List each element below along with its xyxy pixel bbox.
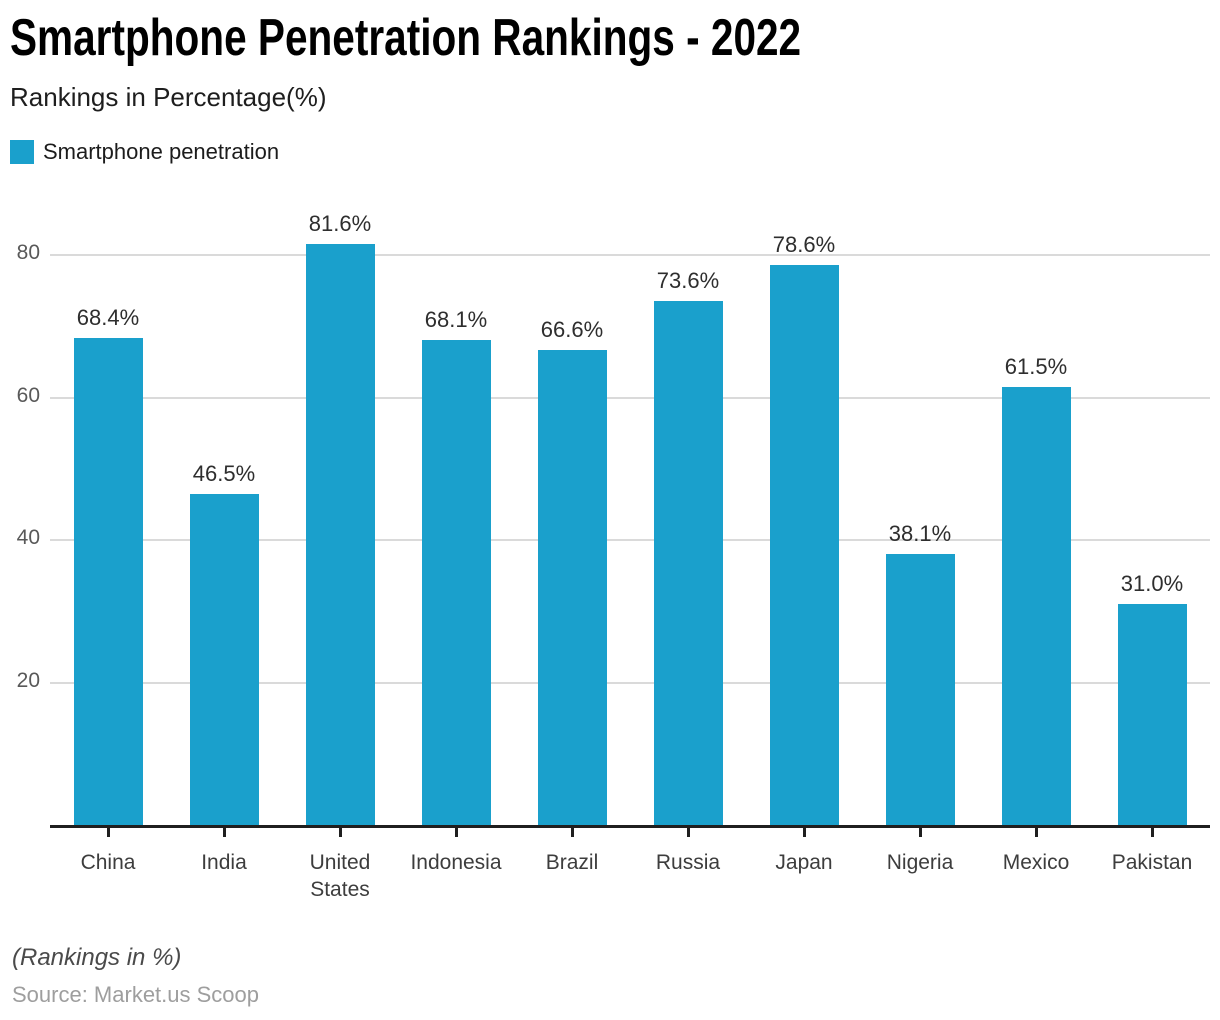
x-axis-category-label: Brazil [545,851,599,874]
x-axis-tick [1034,828,1038,837]
x-axis-tick [338,828,342,837]
x-axis-tick [802,828,806,837]
x-axis-category-label: United States [309,851,371,901]
x-axis-tick [1150,828,1154,837]
x-axis-tick [454,828,458,837]
x-axis-tick [222,828,226,837]
bar-japan [769,264,839,825]
x-axis-tick [106,828,110,837]
bar-india [189,493,259,825]
x-axis-tick [686,828,690,837]
y-axis-tick-label: 40 [16,526,40,549]
x-axis-category-label: China [80,851,136,874]
bar-value-label: 68.4% [76,304,140,330]
legend-swatch-icon [10,140,34,164]
x-axis-category-label: Pakistan [1111,851,1193,874]
y-axis-tick-label: 20 [16,668,40,692]
x-axis-category-label: Japan [775,851,833,874]
bar-value-label: 46.5% [192,460,256,486]
bar-united-states [305,243,375,825]
footer-source: Source: Market.us Scoop [12,982,260,1007]
x-axis-category-label: Indonesia [410,851,502,874]
bar-mexico [1001,386,1071,825]
bar-value-label: 73.6% [656,267,720,293]
bar-indonesia [421,339,491,825]
x-axis-category-label: Russia [655,851,721,874]
x-axis-category-label: India [201,851,247,874]
bar-value-label: 61.5% [1004,353,1068,379]
bar-value-label: 81.6% [308,210,372,236]
x-axis-tick [918,828,922,837]
gridline-40 [50,539,1210,541]
bar-value-label: 31.0% [1120,571,1184,597]
y-axis-tick-label: 60 [16,383,40,407]
bar-brazil [537,350,607,825]
footer-note: (Rankings in %) [12,944,182,971]
bar-value-label: 78.6% [772,231,836,257]
legend: Smartphone penetration [10,139,279,165]
bar-value-label: 66.6% [540,317,604,343]
gridline-60 [50,396,1210,399]
bar-russia [653,300,723,825]
gridline-80 [50,254,1210,256]
bar-china [73,337,143,825]
x-axis-line [50,825,1210,828]
x-axis-category-label: Nigeria [886,851,954,874]
chart-subtitle: Rankings in Percentage(%) [10,82,327,112]
bar-nigeria [885,553,955,825]
gridline-20 [50,681,1210,684]
y-axis-tick-label: 80 [16,241,40,264]
bar-value-label: 38.1% [888,520,952,546]
x-axis-category-label: Mexico [1002,851,1070,874]
bar-pakistan [1117,604,1187,825]
x-axis-tick [570,828,574,837]
page-title: Smartphone Penetration Rankings - 2022 [10,9,802,67]
bar-value-label: 68.1% [424,306,488,332]
legend-label: Smartphone penetration [43,139,280,164]
